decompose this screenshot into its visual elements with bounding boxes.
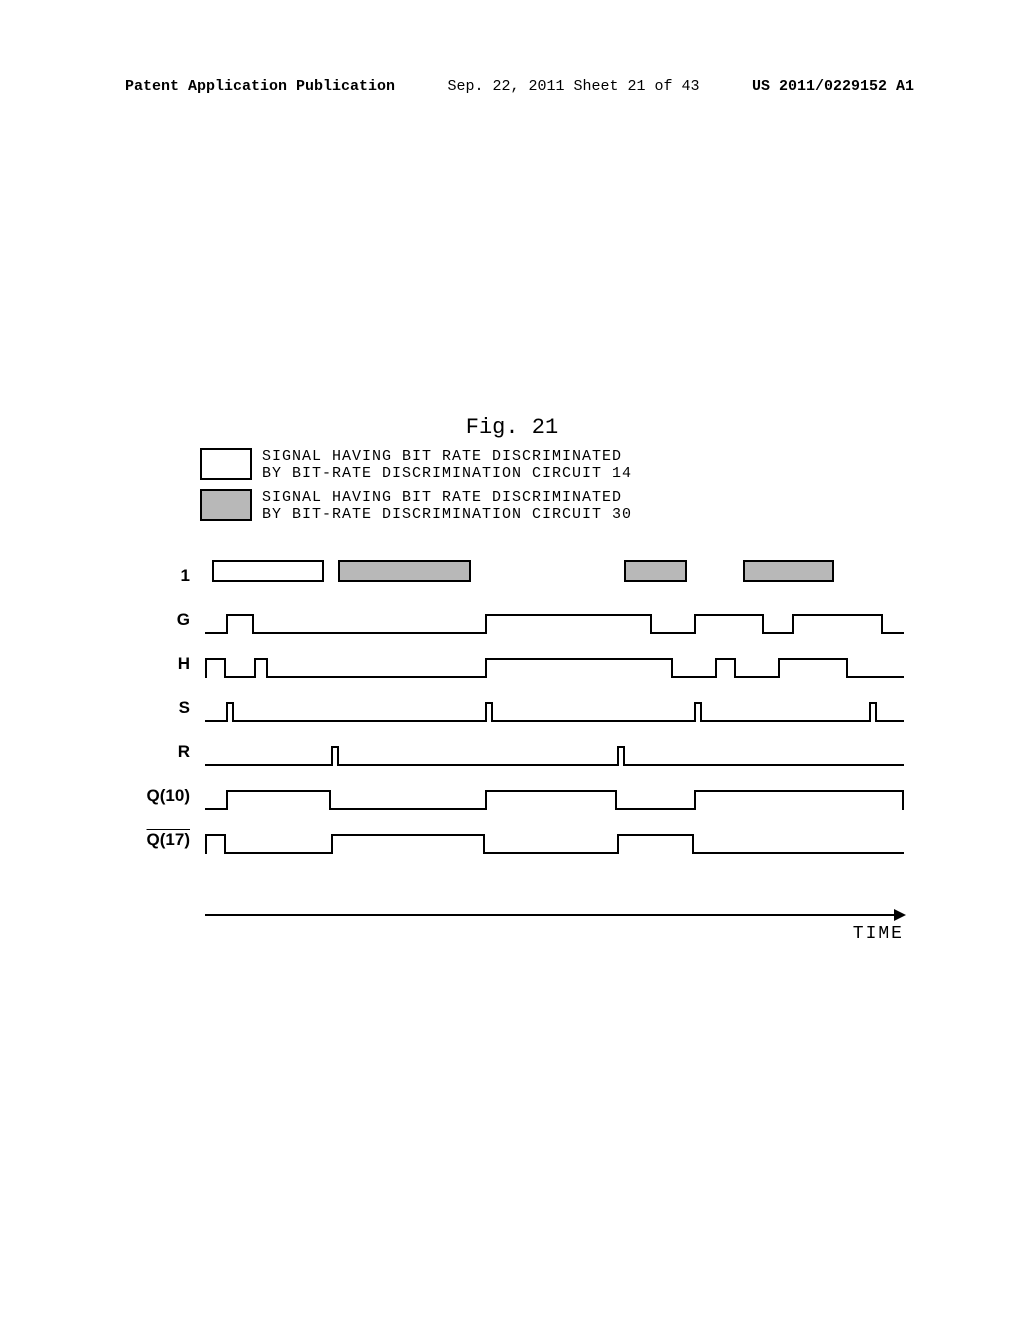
signal-track-H — [205, 644, 904, 686]
figure-label: Fig. 21 — [0, 415, 1024, 440]
high-segment — [792, 614, 883, 634]
signal-track-R — [205, 732, 904, 774]
pulse — [694, 702, 702, 722]
signal-track-row1 — [205, 556, 904, 598]
signal-track-Q10 — [205, 776, 904, 818]
signal-track-S — [205, 688, 904, 730]
signal-label-row1: 1 — [120, 566, 190, 586]
signal-track-Q17 — [205, 820, 904, 862]
signal-box — [743, 560, 834, 582]
signal-row-Q10: Q(10) — [125, 776, 904, 818]
baseline — [205, 764, 904, 766]
signal-row-R: R — [125, 732, 904, 774]
page-header: Patent Application Publication Sep. 22, … — [0, 78, 1024, 95]
high-segment — [485, 658, 674, 678]
signal-row-row1: 1 — [125, 556, 904, 598]
header-left: Patent Application Publication — [125, 78, 395, 95]
high-segment — [485, 790, 618, 810]
signal-row-S: S — [125, 688, 904, 730]
signal-box — [338, 560, 471, 582]
signal-row-H: H — [125, 644, 904, 686]
timing-chart: 1GHSRQ(10)Q(17) TIME — [125, 556, 904, 890]
time-axis-label: TIME — [853, 924, 904, 944]
legend-swatch-gray — [200, 489, 252, 521]
pulse — [226, 702, 234, 722]
signal-label-R: R — [120, 742, 190, 762]
legend-row-white: SIGNAL HAVING BIT RATE DISCRIMINATED BY … — [200, 448, 904, 483]
legend-row-gray: SIGNAL HAVING BIT RATE DISCRIMINATED BY … — [200, 489, 904, 524]
header-center: Sep. 22, 2011 Sheet 21 of 43 — [447, 78, 699, 95]
legend-swatch-white — [200, 448, 252, 480]
high-segment — [485, 614, 653, 634]
high-segment — [694, 790, 904, 810]
header-right: US 2011/0229152 A1 — [752, 78, 914, 95]
signal-track-G — [205, 600, 904, 642]
high-segment — [205, 834, 226, 854]
signal-box — [624, 560, 687, 582]
legend: SIGNAL HAVING BIT RATE DISCRIMINATED BY … — [200, 448, 904, 529]
high-segment — [226, 614, 254, 634]
baseline — [205, 720, 904, 722]
signal-row-Q17: Q(17) — [125, 820, 904, 862]
signal-label-S: S — [120, 698, 190, 718]
signal-label-G: G — [120, 610, 190, 630]
high-segment — [254, 658, 268, 678]
signal-box — [212, 560, 324, 582]
high-segment — [205, 658, 226, 678]
signal-label-Q10: Q(10) — [120, 786, 190, 806]
legend-text-white: SIGNAL HAVING BIT RATE DISCRIMINATED BY … — [262, 448, 632, 483]
time-axis — [205, 914, 904, 916]
high-segment — [617, 834, 694, 854]
pulse — [869, 702, 877, 722]
signal-label-Q17: Q(17) — [120, 830, 190, 850]
pulse — [331, 746, 339, 766]
high-segment — [778, 658, 848, 678]
baseline — [205, 852, 904, 854]
signal-row-G: G — [125, 600, 904, 642]
high-segment — [715, 658, 736, 678]
pulse — [617, 746, 625, 766]
high-segment — [694, 614, 764, 634]
high-segment — [331, 834, 485, 854]
legend-text-gray: SIGNAL HAVING BIT RATE DISCRIMINATED BY … — [262, 489, 632, 524]
high-segment — [226, 790, 331, 810]
signal-label-H: H — [120, 654, 190, 674]
pulse — [485, 702, 493, 722]
